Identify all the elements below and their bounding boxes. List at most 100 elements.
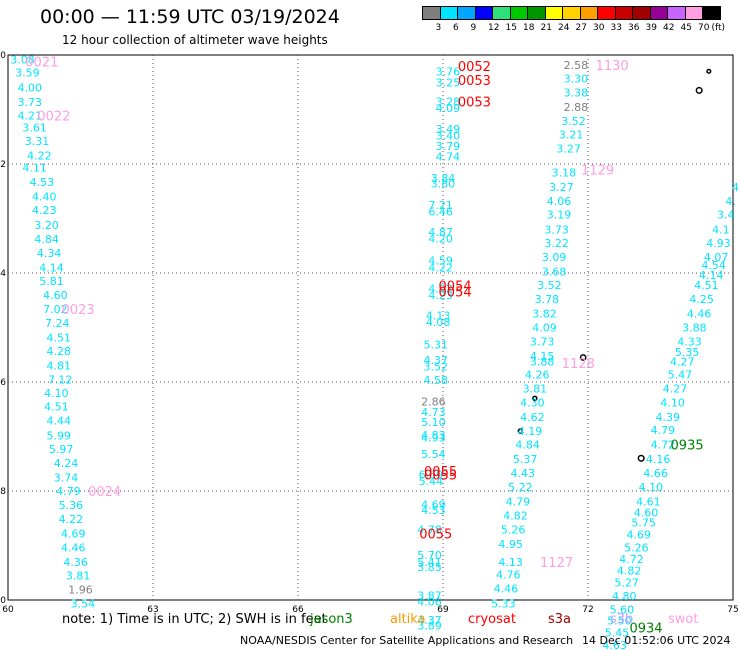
wave-height-label: 3.31	[25, 135, 50, 148]
pass-time-label: 0023	[62, 303, 95, 318]
pass-time-label: 0021	[25, 56, 58, 71]
wave-height-label: 4.84	[515, 439, 540, 452]
wave-height-label: 2.58	[564, 59, 589, 72]
wave-height-label: 3.81	[523, 383, 548, 396]
wave-height-label: 3.38	[564, 87, 589, 100]
wave-height-label: 4.74	[436, 150, 461, 163]
wave-height-label: 4.09	[436, 102, 461, 115]
wave-height-label: 4.09	[532, 322, 557, 335]
wave-height-label: 4.72	[619, 553, 644, 566]
wave-height-label: 4.	[725, 195, 736, 208]
y-tick-label: -2	[0, 160, 6, 170]
wave-height-label: 4.61	[636, 495, 661, 508]
wave-height-label: 5.47	[668, 368, 693, 381]
wave-height-label: 5.36	[59, 499, 84, 512]
color-scale-unit: (ft)	[711, 23, 726, 33]
wave-height-label: 4.07	[704, 251, 729, 264]
color-scale-label: 30	[593, 23, 605, 33]
color-scale-label: 12	[488, 23, 500, 33]
wave-height-label: 4.62	[520, 411, 545, 424]
wave-height-label: 4.14	[699, 269, 724, 282]
wave-height-label: 3.4	[717, 209, 735, 222]
color-scale-label: 21	[540, 23, 552, 33]
wave-height-label: 5.99	[47, 429, 72, 442]
wave-height-label: 4.16	[646, 453, 671, 466]
color-scale-label: 3	[435, 23, 442, 33]
pass-time-label: 0022	[37, 109, 70, 124]
color-scale-label: 24	[558, 23, 570, 33]
wave-height-label: 4.73	[421, 406, 446, 419]
wave-height-label: 5.26	[501, 524, 526, 537]
wave-height-label: 4.44	[47, 415, 72, 428]
wave-height-label: 7.21	[428, 199, 453, 212]
island-outline	[517, 428, 524, 434]
wave-height-label: 3.09	[542, 251, 567, 264]
wave-height-label: 4.84	[34, 233, 59, 246]
wave-height-label: 4.06	[547, 195, 572, 208]
wave-height-label: 4.54	[701, 259, 726, 272]
wave-height-label: 4.22	[27, 149, 52, 162]
wave-height-label: 4.53	[30, 176, 55, 189]
wave-height-label: 1.96	[68, 584, 93, 597]
wave-height-label: 3.25	[436, 76, 461, 89]
wave-height-label: 4.13	[498, 556, 523, 569]
color-scale-label: 36	[628, 23, 640, 33]
wave-height-label: 4.82	[503, 510, 528, 523]
satellite-legend-s3a: s3a	[548, 612, 572, 627]
wave-height-label: 4.27	[663, 383, 688, 396]
pass-time-label: 0024	[88, 485, 121, 500]
wave-height-label: 5.26	[624, 542, 649, 555]
y-tick-label: -6	[0, 378, 6, 388]
wave-height-label: 4.81	[47, 360, 72, 373]
wave-height-label: 4.36	[63, 556, 88, 569]
generation-timestamp: 14 Dec 01:52:06 UTC 2024	[582, 634, 731, 647]
pass-time-label: 1127	[540, 556, 573, 571]
wave-height-label: 4.33	[677, 336, 702, 349]
y-tick-label: -8	[0, 487, 6, 497]
wave-height-label: 5.54	[421, 448, 446, 461]
wave-height-label: 4.37	[424, 354, 449, 367]
color-scale-swatch	[702, 6, 721, 20]
wave-height-label: 4.06	[417, 596, 442, 609]
satellite-legend-jason3: jason3	[310, 612, 353, 627]
wave-height-label: 4.76	[496, 568, 521, 581]
wave-height-label: 3.81	[66, 569, 91, 582]
wave-height-label: 4.51	[44, 401, 69, 414]
wave-height-label: 3.73	[530, 336, 555, 349]
wave-height-label: 3.52	[561, 115, 586, 128]
wave-height-label: 3.28	[436, 95, 461, 108]
island-outline	[579, 354, 587, 361]
wave-height-label: 4.23	[428, 289, 453, 302]
pass-time-label: 0052	[458, 60, 491, 75]
wave-height-label: 5.60	[610, 603, 635, 616]
color-scale-label: 15	[505, 23, 517, 33]
satellite-legend-swot: swot	[668, 612, 699, 627]
wave-height-label: 4.11	[22, 161, 47, 174]
wave-height-label: 5.10	[421, 416, 446, 429]
wave-height-label: 5.35	[675, 346, 700, 359]
pass-time-label: 0053	[458, 74, 491, 89]
wave-height-label: 4.10	[639, 481, 664, 494]
wave-height-label: 4	[732, 181, 739, 194]
wave-height-label: 4.46	[494, 583, 519, 596]
wave-height-label: 3.73	[544, 223, 569, 236]
wave-height-label: 4.21	[18, 109, 43, 122]
wave-height-label: 4.14	[39, 262, 64, 275]
island-outline	[706, 68, 712, 74]
y-tick-label: -4	[0, 269, 6, 279]
wave-height-label: 4.24	[54, 457, 79, 470]
wave-height-label: 4.39	[656, 411, 681, 424]
wave-height-label: 4.20	[428, 233, 453, 246]
wave-height-label: 4.83	[421, 429, 446, 442]
wave-height-label: 5.31	[424, 338, 449, 351]
wave-height-label: 4.79	[651, 424, 676, 437]
pass-time-label: 0935	[671, 439, 704, 454]
wave-height-label: 6.59	[419, 469, 444, 482]
x-tick-label: 75	[727, 605, 738, 615]
wave-height-label: 3.20	[34, 219, 59, 232]
x-tick-label: 63	[147, 605, 158, 615]
wave-height-label: 5.97	[49, 443, 74, 456]
pass-time-label: 0055	[424, 469, 457, 484]
color-scale-label: 33	[610, 23, 622, 33]
